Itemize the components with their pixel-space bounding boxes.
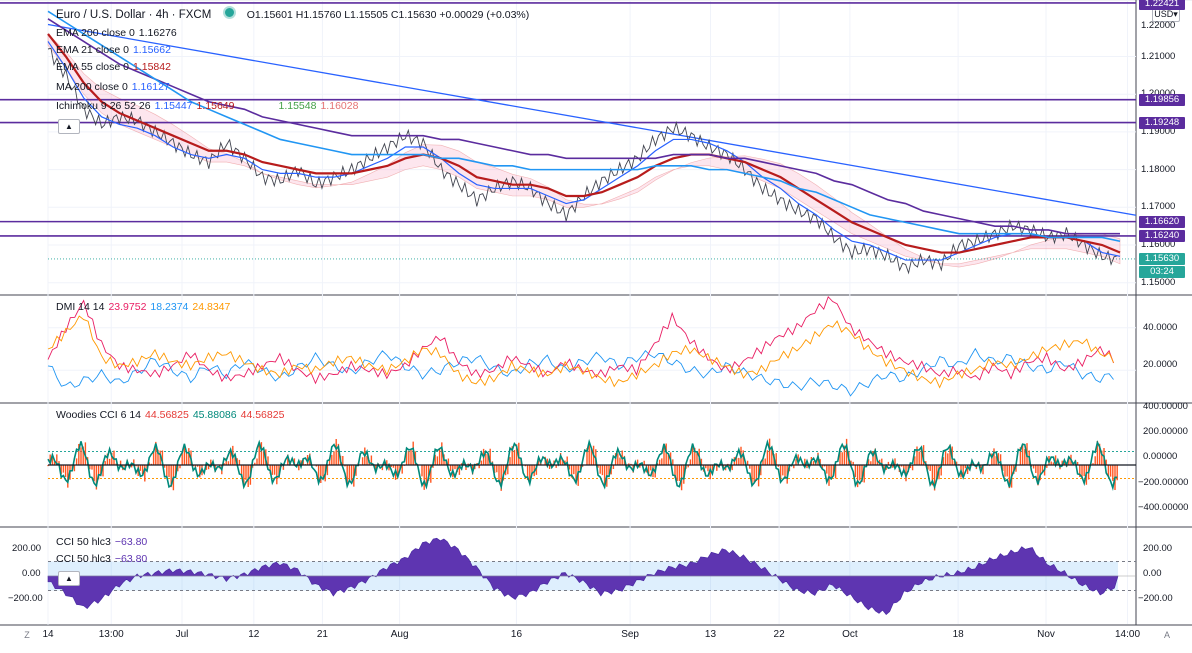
time-tick-label: 21 — [316, 629, 328, 640]
time-tick-label: 13 — [704, 629, 717, 640]
cci50-left-tick-0: 0.00 — [22, 568, 41, 579]
legend-ichimoku-v2: 1.15649 — [196, 100, 235, 112]
legend-cci50-a-value: −63.80 — [114, 536, 148, 548]
ohlc-values: O1.15601 H1.15760 L1.15505 C1.15630 +0.0… — [246, 9, 530, 21]
time-tick-label: Nov — [1037, 629, 1055, 640]
descending-trendline — [47, 23, 1137, 216]
legend-ichimoku[interactable]: Ichimoku 9 26 52 26 1.15447 1.15649 1.15548… — [56, 100, 362, 113]
time-tick-label: Jul — [175, 629, 189, 640]
legend-dmi-v1: 23.9752 — [108, 301, 147, 313]
legend-ma200[interactable]: MA 200 close 0 1.16127 — [56, 81, 174, 94]
cci-tick-neg200: −200.00000 — [1138, 477, 1189, 488]
legend-ema200-value: 1.16276 — [138, 27, 177, 39]
cci-tick-400: 400.00000 — [1143, 401, 1188, 412]
legend-ema200[interactable]: EMA 200 close 0 1.16276 — [56, 27, 181, 40]
price-tag: 1.16240 — [1139, 229, 1185, 242]
time-tick-label: 12 — [248, 629, 260, 640]
dmi-plus-line — [47, 347, 1114, 397]
chart-header: Euro / U.S. Dollar · 4h · FXCM O1.15601 … — [56, 6, 529, 21]
time-tick-label: Aug — [390, 629, 409, 640]
auto-scale-button[interactable]: A — [1163, 630, 1170, 640]
legend-ma200-label: MA 200 close 0 — [56, 81, 128, 93]
legend-woodies[interactable]: Woodies CCI 6 14 44.56825 45.88086 44.56825 — [56, 409, 288, 422]
cci-tick-200: 200.00000 — [1143, 426, 1188, 437]
ichimoku-cloud — [47, 33, 1121, 268]
legend-ichimoku-v3: 1.15548 — [278, 100, 317, 112]
legend-dmi-v2: 18.2374 — [150, 301, 189, 313]
legend-woodies-v2: 45.88086 — [192, 409, 237, 421]
ema55-line — [47, 33, 1121, 254]
legend-ema55-label: EMA 55 close 0 — [56, 61, 129, 73]
time-tick-label: 13:00 — [98, 629, 124, 640]
ema200-line — [47, 18, 1120, 235]
currency-label: USD — [1154, 9, 1174, 19]
cci50-tick-neg200: −200.00 — [1138, 593, 1173, 604]
legend-cci50-b[interactable]: CCI 50 hlc3 −63.80 — [56, 553, 151, 566]
dmi-tick-40: 40.0000 — [1143, 322, 1178, 333]
legend-dmi[interactable]: DMI 14 14 23.9752 18.2374 24.8347 — [56, 301, 234, 314]
woodies-cci-line — [47, 438, 1118, 491]
price-tick-label: 1.21000 — [1141, 50, 1176, 62]
time-tick-label: Oct — [842, 629, 858, 640]
price-tag: 1.22421 — [1139, 0, 1185, 10]
price-tick-label: 1.19000 — [1141, 125, 1176, 137]
legend-ema55-value: 1.15842 — [132, 61, 171, 73]
price-tick-label: 1.16000 — [1141, 239, 1176, 250]
legend-ma200-value: 1.16127 — [131, 81, 170, 93]
legend-dmi-v3: 24.8347 — [192, 301, 231, 313]
cci50-area — [47, 537, 1119, 615]
dmi-minus-line — [47, 296, 1114, 385]
cci50-left-tick-neg200: −200.00 — [8, 593, 43, 604]
time-tick-label: 22 — [773, 629, 785, 640]
time-tick-label: 14 — [42, 629, 54, 640]
cci50-left-tick-200: 200.00 — [12, 543, 42, 554]
legend-ema55[interactable]: EMA 55 close 0 1.15842 — [56, 61, 175, 74]
price-tick-label: 1.18000 — [1141, 163, 1176, 175]
legend-ema21[interactable]: EMA 21 close 0 1.15662 — [56, 44, 175, 57]
adx-line — [47, 315, 1114, 389]
legend-ichimoku-label: Ichimoku 9 26 52 26 — [56, 100, 151, 112]
price-tick-label: 1.17000 — [1141, 201, 1176, 213]
legend-woodies-v1: 44.56825 — [145, 409, 189, 421]
price-tag: 1.16620 — [1139, 215, 1185, 228]
collapse-cci-legend-button[interactable]: ▲ — [58, 571, 80, 586]
legend-ema21-value: 1.15662 — [132, 44, 171, 56]
symbol-title[interactable]: Euro / U.S. Dollar · 4h · FXCM — [56, 9, 212, 21]
time-tick-label: 16 — [510, 629, 523, 640]
time-tick-label: 18 — [952, 629, 964, 640]
legend-cci50-b-value: −63.80 — [114, 553, 148, 565]
legend-ema200-label: EMA 200 close 0 — [56, 27, 135, 39]
price-tick-partial: 1.22000 — [1141, 20, 1176, 31]
cci50-tick-0: 0.00 — [1143, 568, 1162, 579]
legend-ema21-label: EMA 21 close 0 — [56, 44, 129, 56]
legend-cci50-a[interactable]: CCI 50 hlc3 −63.80 — [56, 536, 151, 549]
cci50-tick-200: 200.00 — [1143, 543, 1173, 554]
legend-woodies-label: Woodies CCI 6 14 — [56, 409, 142, 421]
legend-woodies-v3: 44.56825 — [240, 409, 285, 421]
cci-tick-0: 0.00000 — [1143, 451, 1178, 462]
legend-ichimoku-v1: 1.15447 — [154, 100, 193, 112]
dmi-tick-20: 20.0000 — [1143, 359, 1178, 370]
price-tag: 1.19856 — [1139, 93, 1185, 106]
price-tag: 03:24 — [1139, 265, 1185, 278]
ma200-line — [47, 10, 1121, 243]
time-tick-label: Sep — [621, 629, 639, 640]
zoom-corner-button[interactable]: Z — [24, 630, 30, 640]
legend-dmi-label: DMI 14 14 — [56, 301, 105, 313]
market-status-dot — [222, 6, 236, 19]
legend-ichimoku-v4: 1.16028 — [320, 100, 359, 112]
price-tag: 1.19248 — [1139, 116, 1185, 129]
time-tick-label: 14:00 — [1114, 629, 1141, 640]
price-tag: 1.15630 — [1139, 252, 1185, 265]
price-tick-label: 1.15000 — [1141, 276, 1176, 288]
ema21-line — [47, 41, 1121, 261]
legend-cci50-a-label: CCI 50 hlc3 — [56, 536, 111, 548]
collapse-legend-button[interactable]: ▲ — [58, 119, 80, 134]
cci-tick-neg400: −400.00000 — [1138, 502, 1189, 513]
legend-cci50-b-label: CCI 50 hlc3 — [56, 553, 111, 565]
